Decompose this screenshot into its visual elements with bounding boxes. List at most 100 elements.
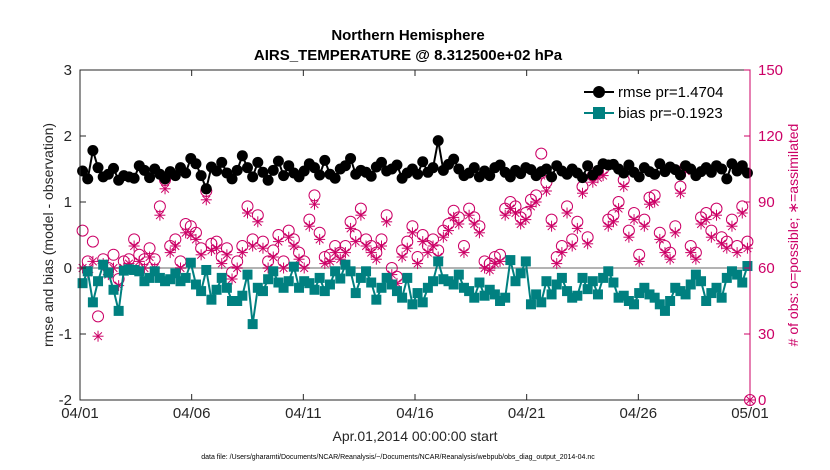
obs-assimilated-point [288, 240, 300, 252]
obs-assimilated-point [417, 236, 429, 248]
bias-point [324, 279, 335, 290]
bias-point [345, 266, 356, 277]
bias-point [634, 288, 645, 299]
obs-assimilated-point [339, 247, 351, 259]
bias-point [160, 276, 171, 287]
bias-point [206, 294, 217, 305]
bias-point [541, 276, 552, 287]
bias-point [361, 266, 372, 277]
x-tick-label: 05/01 [731, 405, 769, 422]
obs-assimilated-point [138, 262, 150, 274]
bias-point [371, 294, 382, 305]
bias-point [721, 272, 732, 283]
obs-assimilated-point [211, 242, 223, 254]
obs-assimilated-point [164, 247, 176, 259]
bias-point [598, 272, 609, 283]
rmse-point [216, 156, 228, 168]
rmse-point [211, 165, 223, 177]
x-axis-label: Apr.01,2014 00:00:00 start [332, 428, 497, 444]
obs-assimilated-point [345, 222, 357, 234]
obs-possible-point [92, 310, 105, 323]
bias-point [567, 292, 578, 303]
obs-assimilated-point [87, 255, 99, 267]
obs-assimilated-point [623, 231, 635, 243]
bias-point [309, 284, 320, 295]
rmse-point [391, 159, 403, 171]
rmse-point [200, 183, 212, 195]
obs-assimilated-point [504, 203, 516, 215]
obs-assimilated-point [664, 253, 676, 265]
footnote: data file: /Users/gharamti/Documents/NCA… [201, 454, 595, 461]
obs-assimilated-point [422, 247, 434, 259]
y2-axis-label: # of obs: o=possible; ∗=assimilated [785, 124, 801, 347]
obs-assimilated-point [546, 220, 558, 232]
bias-point [613, 292, 624, 303]
obs-assimilated-point [154, 209, 166, 221]
obs-assimilated-point [128, 240, 140, 252]
obs-assimilated-point [319, 258, 331, 270]
bias-point [618, 290, 629, 301]
bias-point [520, 256, 531, 267]
obs-assimilated-point [350, 236, 362, 248]
obs-assimilated-point [453, 218, 465, 230]
bias-point [87, 297, 98, 308]
rmse-point [262, 174, 274, 186]
bias-point [278, 282, 289, 293]
x-tick-label: 04/21 [508, 405, 546, 422]
rmse-point [257, 166, 269, 178]
rmse-point [654, 158, 666, 170]
bias-point [639, 282, 650, 293]
bias-point [665, 296, 676, 306]
bias-point [546, 289, 557, 300]
obs-assimilated-point [195, 249, 207, 261]
obs-assimilated-point [92, 330, 104, 342]
bias-line [81, 257, 749, 325]
obs-assimilated-point [242, 207, 253, 219]
x-tick-label: 04/26 [620, 405, 658, 422]
bias-point [175, 276, 186, 287]
y-tick-label: 2 [64, 128, 72, 145]
bias-point [268, 266, 279, 277]
bias-point [685, 279, 696, 290]
legend-bias-marker [593, 107, 605, 119]
rmse-point [195, 170, 207, 182]
y-tick-label: 3 [64, 62, 72, 79]
obs-assimilated-point [654, 233, 666, 245]
bias-point [82, 266, 93, 277]
bias-point [366, 277, 377, 288]
bias-point [412, 288, 423, 299]
bias-point [464, 286, 475, 297]
bias-point [330, 266, 341, 277]
obs-assimilated-point [468, 218, 480, 230]
rmse-point [345, 152, 357, 164]
bias-point [443, 276, 454, 287]
bias-point [165, 274, 176, 285]
rmse-point [169, 170, 181, 182]
x-tick-label: 04/11 [285, 405, 321, 422]
x-tick-label: 04/01 [61, 405, 99, 422]
bias-point [376, 282, 387, 293]
bias-point [458, 282, 469, 293]
obs-assimilated-point [577, 187, 588, 199]
bias-point [525, 299, 536, 310]
rmse-point [267, 164, 279, 176]
obs-assimilated-point [360, 240, 372, 252]
bias-point [123, 264, 134, 275]
y2-tick-label: 60 [758, 260, 775, 277]
rmse-point [365, 170, 377, 182]
bias-point [726, 266, 737, 277]
bias-point [644, 289, 655, 300]
obs-assimilated-point [200, 194, 212, 206]
obs-assimilated-point [278, 262, 290, 274]
obs-assimilated-point [324, 255, 336, 267]
obs-assimilated-point [448, 211, 460, 223]
x-tick-label: 04/06 [173, 405, 211, 422]
obs-assimilated-point [401, 242, 413, 254]
chart-title: Northern Hemisphere [331, 27, 484, 44]
obs-assimilated-point [638, 220, 650, 232]
obs-assimilated-point [298, 262, 310, 274]
bias-point [484, 284, 495, 295]
bias-point [659, 305, 670, 316]
obs-assimilated-point [252, 216, 264, 228]
bias-point [453, 269, 464, 280]
